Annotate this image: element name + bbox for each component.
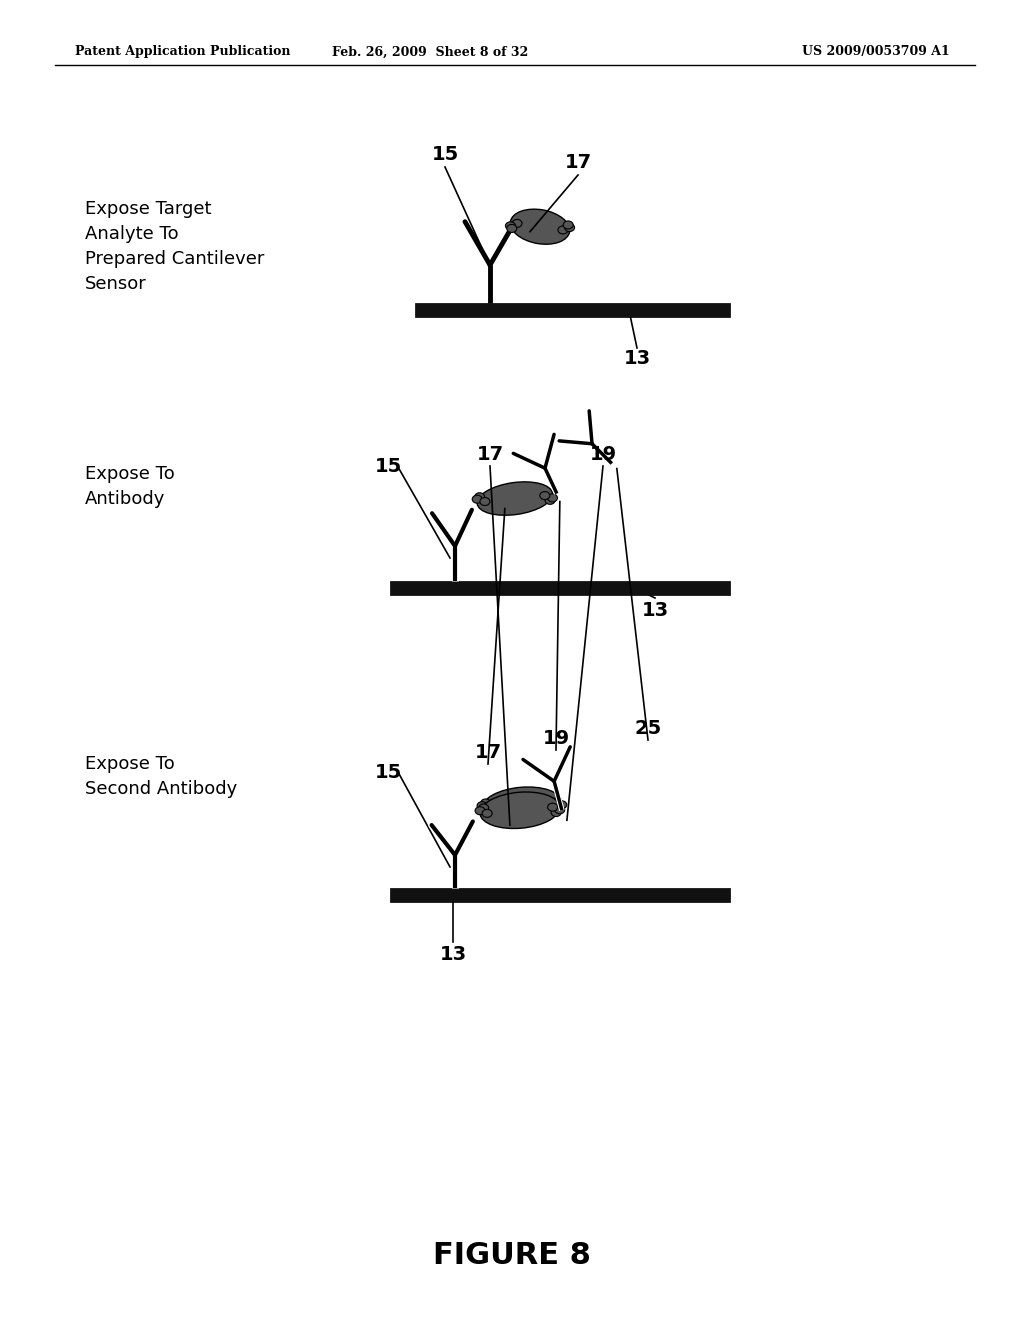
Text: Expose To
Second Antibody: Expose To Second Antibody [85,755,238,799]
Ellipse shape [480,498,489,506]
Ellipse shape [548,494,557,502]
Text: 25: 25 [635,718,662,738]
Bar [390,581,730,595]
Ellipse shape [553,804,563,812]
Text: 13: 13 [641,601,669,619]
Text: 19: 19 [590,445,616,463]
Ellipse shape [558,226,568,234]
Text: 13: 13 [439,945,467,965]
Text: US 2009/0053709 A1: US 2009/0053709 A1 [802,45,950,58]
Ellipse shape [564,223,574,231]
Ellipse shape [477,482,553,515]
Bar [415,304,730,317]
Ellipse shape [478,804,488,812]
Ellipse shape [512,219,522,227]
Bar [390,888,730,902]
Text: 19: 19 [543,729,569,747]
Ellipse shape [475,807,485,814]
Ellipse shape [484,804,495,812]
Ellipse shape [510,209,569,244]
Text: 15: 15 [375,763,401,781]
Text: Patent Application Publication: Patent Application Publication [75,45,291,58]
Text: 17: 17 [564,153,592,173]
Text: FIGURE 8: FIGURE 8 [433,1241,591,1270]
Text: 15: 15 [375,458,401,477]
Ellipse shape [557,801,566,809]
Ellipse shape [563,220,573,228]
Ellipse shape [550,799,560,807]
Ellipse shape [482,787,562,824]
Ellipse shape [474,492,484,500]
Text: 13: 13 [624,348,650,367]
Ellipse shape [555,805,565,814]
Ellipse shape [477,801,487,809]
Text: 17: 17 [476,445,504,463]
Text: Expose Target
Analyte To
Prepared Cantilever
Sensor: Expose Target Analyte To Prepared Cantil… [85,201,264,293]
Text: 15: 15 [431,145,459,165]
Ellipse shape [472,495,482,503]
Ellipse shape [480,792,560,829]
Text: Feb. 26, 2009  Sheet 8 of 32: Feb. 26, 2009 Sheet 8 of 32 [332,45,528,58]
Ellipse shape [507,224,517,232]
Ellipse shape [551,809,561,817]
Text: 17: 17 [474,742,502,762]
Text: Expose To
Antibody: Expose To Antibody [85,465,175,508]
Ellipse shape [548,803,558,812]
Ellipse shape [506,222,515,230]
Ellipse shape [480,799,490,807]
Ellipse shape [545,496,555,504]
Ellipse shape [540,491,550,499]
Ellipse shape [482,809,493,817]
